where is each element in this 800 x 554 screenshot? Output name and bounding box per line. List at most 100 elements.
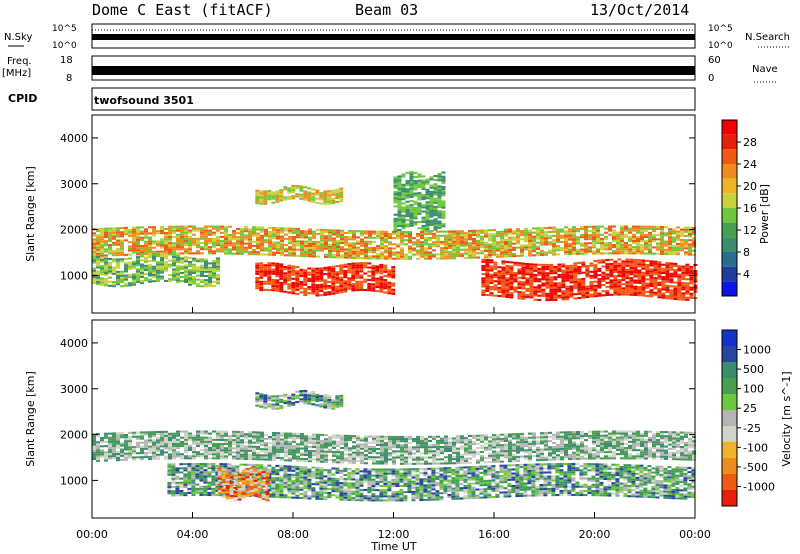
range-cell [300,433,304,436]
range-cell [564,230,568,233]
range-cell [396,454,400,457]
range-cell [200,252,204,255]
range-cell [553,296,558,299]
range-cell [172,272,176,275]
range-cell [476,233,480,236]
range-cell [156,457,160,460]
range-cell [267,276,272,279]
range-cell [605,259,610,262]
range-cell [549,266,554,269]
range-cell [448,458,452,461]
range-cell [148,242,152,245]
range-cell [592,229,596,232]
range-cell [379,286,384,289]
range-cell [485,273,490,276]
range-cell [524,238,528,241]
range-cell [319,198,324,201]
range-cell [605,269,610,272]
range-cell [497,278,502,281]
range-cell [383,279,388,282]
range-cell [368,255,372,258]
range-cell [267,268,272,271]
range-cell [348,246,352,249]
range-cell [621,279,626,282]
range-cell [621,268,626,271]
range-cell [540,438,544,441]
range-cell [536,442,540,445]
range-cell [124,266,128,269]
range-cell [304,458,308,461]
range-cell [324,241,328,244]
range-cell [311,196,316,199]
range-cell [144,266,148,269]
range-cell [323,202,328,205]
range-cell [420,237,424,240]
range-cell [196,229,200,232]
range-cell [532,438,536,441]
range-cell [501,295,506,298]
range-cell [557,269,562,272]
range-cell [504,234,508,237]
range-cell [532,455,536,458]
range-cell [636,235,640,238]
range-cell [580,228,584,231]
range-cell [645,270,650,273]
range-cell [356,435,360,438]
range-cell [485,267,490,270]
range-cell [140,265,144,268]
range-cell [468,434,472,437]
range-cell [664,226,668,229]
range-cell [176,273,180,276]
range-cell [692,241,696,244]
range-cell [617,275,622,278]
range-cell [367,262,372,265]
range-cell [296,447,300,450]
range-cell [164,267,168,270]
range-cell [488,254,492,257]
range-cell [132,273,136,276]
range-cell [204,451,208,454]
range-cell [528,252,532,255]
range-cell [616,246,620,249]
range-cell [616,248,620,251]
range-cell [288,440,292,443]
range-cell [669,266,674,269]
range-cell [160,242,164,245]
range-cell [660,228,664,231]
range-cell [552,452,556,455]
range-cell [649,293,654,296]
range-cell [336,241,340,244]
range-cell [409,210,414,213]
range-cell [516,232,520,235]
range-cell [624,244,628,247]
range-cell [413,182,418,185]
range-cell [279,290,284,293]
range-cell [524,229,528,232]
range-cell [649,270,654,273]
range-cell [600,248,604,251]
range-cell [652,229,656,232]
range-cell [284,244,288,247]
range-cell [553,270,558,273]
range-cell [292,453,296,456]
range-cell [393,197,398,200]
range-cell [267,274,272,277]
range-cell [444,456,448,459]
range-cell [468,449,472,452]
range-cell [335,194,340,197]
range-cell [100,445,104,448]
range-cell [673,295,678,298]
range-cell [400,440,404,443]
range-cell [216,445,220,448]
range-cell [220,455,224,458]
range-cell [212,430,216,433]
range-cell [401,218,406,221]
range-cell [548,249,552,252]
range-cell [633,275,638,278]
range-cell [572,244,576,247]
range-cell [529,290,534,293]
range-cell [536,229,540,232]
range-cell [661,296,666,299]
range-cell [232,434,236,437]
range-cell [296,230,300,233]
